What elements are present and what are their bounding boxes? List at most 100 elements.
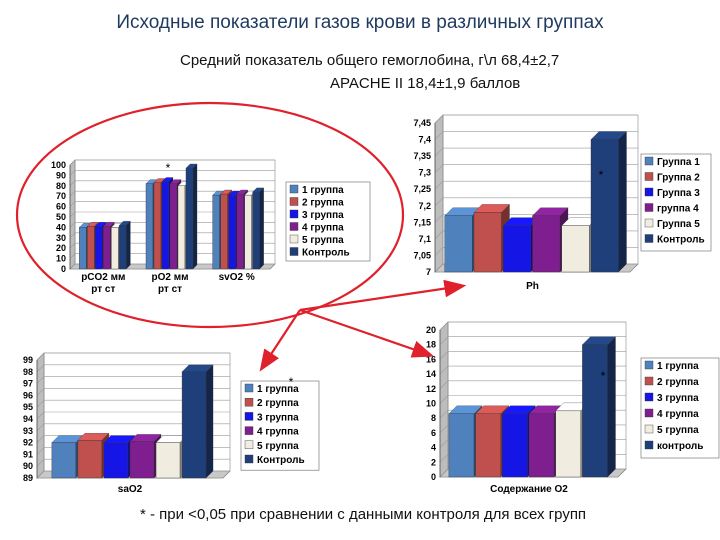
- bar: [252, 191, 260, 270]
- y-tick-label: 7,25: [413, 184, 431, 194]
- legend-label: Группа 3: [657, 188, 700, 199]
- gridline-side: [36, 364, 45, 373]
- gridline-side: [36, 423, 45, 432]
- legend-label: 4 группа: [257, 427, 299, 438]
- legend-swatch: [289, 234, 299, 244]
- gridline-side: [69, 211, 76, 218]
- legend-label: 1 группа: [302, 185, 344, 196]
- bar: [473, 212, 502, 273]
- bar: [111, 227, 119, 270]
- y-tick-label: 7,1: [418, 234, 431, 244]
- y-tick-label: 20: [56, 243, 66, 253]
- y-tick-label: 80: [56, 181, 66, 191]
- gridline-side: [434, 263, 444, 273]
- legend-swatch: [644, 360, 654, 370]
- legend-label: 3 группа: [257, 412, 299, 423]
- y-tick-label: 98: [23, 367, 33, 377]
- gridline-side: [434, 197, 444, 206]
- bar: [212, 194, 220, 270]
- gridline-side: [36, 352, 45, 361]
- arrow-3: [299, 308, 435, 358]
- legend-label: Контроль: [257, 455, 305, 466]
- gridline-side: [434, 214, 444, 223]
- y-tick-label: 90: [23, 461, 33, 471]
- legend-swatch: [644, 408, 654, 418]
- legend-swatch: [644, 424, 654, 434]
- bar: [119, 225, 127, 270]
- chart-2: 7 7,05 7,1 7,15 7,2 7,25 7,3 7,35 7,4 7,45 Ph Групп…: [413, 114, 712, 292]
- bar-side: [192, 163, 198, 270]
- y-tick-label: 20: [426, 325, 436, 335]
- bar: [129, 441, 155, 479]
- legend-swatch: [644, 440, 654, 450]
- gridline-side: [439, 468, 449, 478]
- bar: [145, 183, 154, 270]
- bar: [103, 442, 129, 479]
- legend-swatch: [644, 172, 654, 181]
- bar: [177, 185, 186, 270]
- y-tick-label: 0: [61, 264, 66, 274]
- gridline-side: [69, 263, 76, 270]
- bar: [590, 139, 619, 273]
- y-tick-label: 8: [431, 413, 436, 423]
- legend-label: 5 группа: [302, 235, 344, 246]
- bar-side: [205, 364, 214, 479]
- gridline-side: [439, 380, 449, 390]
- bar: [87, 226, 95, 270]
- legend-swatch: [289, 209, 299, 219]
- legend-swatch: [644, 156, 654, 166]
- gridline-side: [69, 201, 76, 207]
- legend: 1 группа 2 группа 3 группа 4 группа 5 группа…: [240, 380, 320, 471]
- gridline-side: [439, 351, 449, 360]
- legend-swatch: [289, 197, 299, 206]
- footnote: * - при <0,05 при сравнении с данными ко…: [140, 506, 587, 523]
- gridline-side: [36, 388, 45, 396]
- gridline-side: [439, 454, 449, 463]
- legend: Группа 1 Группа 2 Группа 3 группа 4 Группа 5…: [640, 153, 712, 252]
- x-axis-label: saO2: [118, 484, 143, 495]
- bar: [51, 442, 77, 479]
- legend-label: 3 группа: [302, 210, 344, 221]
- gridline-side: [434, 230, 444, 240]
- arrow-2: [259, 309, 301, 372]
- gridline-side: [434, 181, 444, 190]
- y-tick-label: 4: [431, 443, 436, 453]
- gridline-side: [434, 164, 444, 173]
- page-title: Исходные показатели газов крови в различ…: [116, 12, 604, 33]
- bar: [582, 344, 608, 478]
- bar-side: [618, 131, 627, 273]
- bar: [528, 413, 555, 478]
- y-tick-label: 40: [56, 222, 66, 232]
- gridline-side: [439, 409, 449, 419]
- y-tick-label: 93: [23, 426, 33, 436]
- y-tick-label: 10: [56, 254, 66, 264]
- y-tick-label: 30: [56, 233, 66, 243]
- bar: [155, 442, 181, 479]
- gridline-side: [439, 395, 449, 404]
- y-tick-label: 70: [56, 191, 66, 201]
- bar: [236, 193, 244, 270]
- significance-star: *: [166, 161, 171, 175]
- gridline-side: [439, 439, 449, 448]
- legend-label: 5 группа: [257, 441, 299, 452]
- x-category-label-line2: рт ст: [158, 284, 182, 295]
- bar: [79, 227, 87, 270]
- gridline-side: [36, 411, 45, 420]
- legend-swatch: [644, 376, 654, 386]
- legend-swatch: [644, 234, 654, 243]
- y-tick-label: 12: [426, 384, 436, 394]
- y-tick-label: 7,2: [418, 201, 431, 211]
- legend-label: Контроль: [657, 235, 705, 246]
- y-tick-label: 92: [23, 438, 33, 448]
- gridline-side: [434, 147, 444, 157]
- y-tick-label: 96: [23, 390, 33, 400]
- y-tick-label: 18: [426, 340, 436, 350]
- y-tick-label: 7,35: [413, 151, 431, 161]
- y-tick-label: 7,4: [418, 135, 431, 145]
- legend-label: Группа 5: [657, 219, 700, 230]
- legend-label: 4 группа: [657, 409, 699, 420]
- y-tick-label: 7,15: [413, 217, 431, 227]
- gridline-side: [36, 435, 45, 443]
- legend-swatch: [244, 454, 254, 464]
